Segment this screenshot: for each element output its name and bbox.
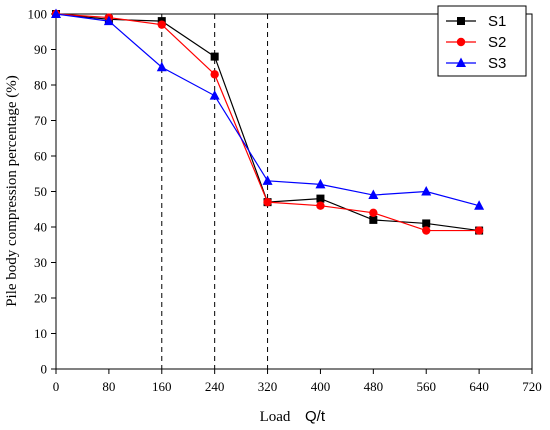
y-tick-label: 0 [41,362,48,377]
data-point-s1 [210,52,219,61]
data-point-s1 [316,194,325,203]
data-point-s2 [263,197,272,207]
y-tick-label: 90 [34,42,47,57]
series-s3 [51,8,485,210]
data-point-s3 [103,15,114,26]
data-point-s1 [422,219,431,228]
data-point-s1 [369,215,378,224]
x-tick-label: 240 [205,379,225,394]
x-tick-label: 720 [522,379,542,394]
data-point-s3 [315,178,326,189]
x-tick-label: 560 [416,379,436,394]
y-tick-label: 60 [34,149,47,164]
legend-box [437,5,527,77]
data-point-s3 [209,90,220,100]
y-tick-label: 50 [34,184,47,199]
data-point-s2 [422,226,431,235]
y-tick-label: 80 [34,78,47,93]
x-tick-label: 80 [102,379,115,394]
legend-item-s1: S1 [446,13,506,30]
y-tick-label: 70 [34,113,47,128]
x-tick-label: 160 [152,379,172,394]
x-axis-title-prefix: Load [260,409,291,425]
y-axis-ticks: 0 10 20 30 40 50 60 70 80 90 100 [28,7,56,377]
data-point-s2 [316,201,325,210]
legend: S1 S2 S3 [437,5,527,77]
legend-item-s3: S3 [446,55,506,72]
y-tick-label: 100 [28,7,48,22]
data-point-s3 [262,175,273,185]
series-layer [51,8,485,235]
data-point-s3 [421,186,432,196]
reference-lines [161,14,269,369]
y-tick-label: 20 [34,291,47,306]
y-tick-label: 10 [34,326,47,341]
legend-label: S2 [488,34,506,51]
x-tick-label: 0 [53,379,60,394]
x-tick-label: 320 [258,379,278,394]
legend-item-s2: S2 [446,34,506,51]
data-point-s2 [369,208,378,217]
x-axis-ticks: 0 80 160 240 320 400 480 560 640 720 [53,369,542,394]
y-tick-label: 40 [34,220,47,235]
data-point-s3 [51,8,61,18]
x-tick-label: 640 [469,379,489,394]
data-point-s3 [156,61,167,72]
legend-marker [456,37,466,47]
legend-marker [456,57,466,67]
data-point-s3 [474,200,485,210]
data-point-s2 [157,20,166,29]
x-axis-title-unit: Q/t [305,408,326,425]
x-tick-label: 400 [311,379,331,394]
x-tick-label: 480 [364,379,384,394]
legend-marker [457,17,465,25]
y-tick-label: 30 [34,255,47,270]
data-point-s2 [474,226,484,235]
data-point-s2 [210,70,219,79]
legend-label: S3 [488,55,506,72]
y-axis-title: Pile body compression percentage (%) [4,75,20,307]
data-point-s3 [368,189,379,200]
legend-label: S1 [488,13,506,30]
